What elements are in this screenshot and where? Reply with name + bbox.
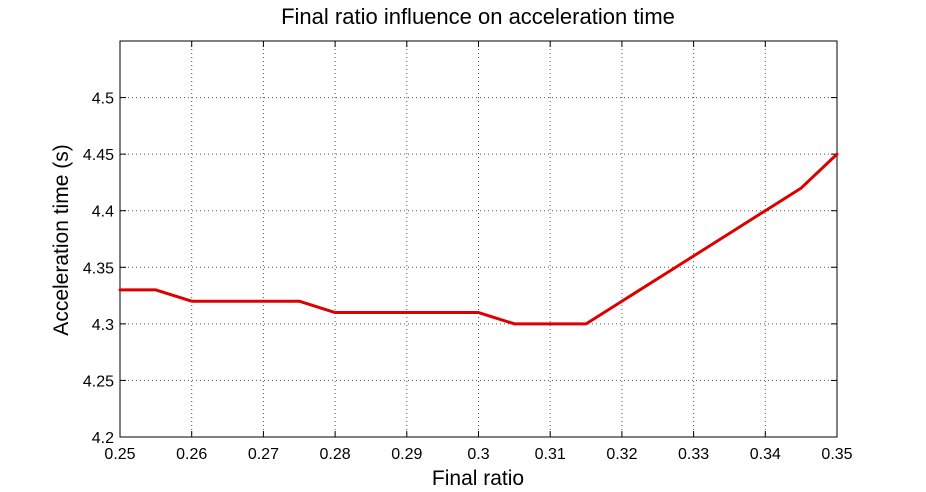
series-line (118, 152, 839, 326)
y-tick-label: 4.5 (92, 91, 114, 108)
data-point (298, 300, 301, 303)
data-point (405, 311, 408, 314)
data-point (549, 322, 552, 325)
data-point (154, 288, 157, 291)
y-tick-label: 4.3 (92, 317, 114, 334)
y-tick-label: 4.45 (83, 147, 114, 164)
data-point (800, 187, 803, 190)
data-point (226, 300, 229, 303)
data-point (334, 311, 337, 314)
y-axis-label: Acceleration time (s) (50, 144, 73, 335)
chart-title: Final ratio influence on acceleration ti… (281, 4, 675, 29)
data-point (620, 300, 623, 303)
data-point (190, 300, 193, 303)
grid (120, 41, 837, 437)
x-tick-label: 0.34 (750, 446, 781, 463)
data-point (836, 153, 839, 156)
series-layer (118, 152, 839, 326)
x-tick-label: 0.29 (391, 446, 422, 463)
x-tick-label: 0.33 (678, 446, 709, 463)
data-point (513, 322, 516, 325)
data-point (656, 277, 659, 280)
data-point (692, 254, 695, 257)
y-tick-label: 4.4 (92, 204, 114, 221)
x-axis-label: Final ratio (432, 467, 524, 490)
y-tick-label: 4.25 (83, 373, 114, 390)
x-tick-label: 0.31 (535, 446, 566, 463)
x-tick-label: 0.28 (320, 446, 351, 463)
data-point (728, 232, 731, 235)
data-point (441, 311, 444, 314)
data-point (477, 311, 480, 314)
x-tick-label: 0.32 (606, 446, 637, 463)
x-tick-label: 0.27 (248, 446, 279, 463)
data-point (764, 209, 767, 212)
data-point (262, 300, 265, 303)
data-point (119, 288, 122, 291)
data-point (369, 311, 372, 314)
x-tick-label: 0.25 (104, 446, 135, 463)
x-tick-label: 0.35 (821, 446, 852, 463)
y-tick-label: 4.35 (83, 260, 114, 277)
x-tick-label: 0.3 (467, 446, 489, 463)
x-tick-label: 0.26 (176, 446, 207, 463)
ticks: 0.25 0.26 0.27 0.28 0.29 0.3 0.31 0.32 0.33 0.34 0… (83, 41, 853, 463)
y-tick-label: 4.2 (92, 430, 114, 447)
data-point (585, 322, 588, 325)
